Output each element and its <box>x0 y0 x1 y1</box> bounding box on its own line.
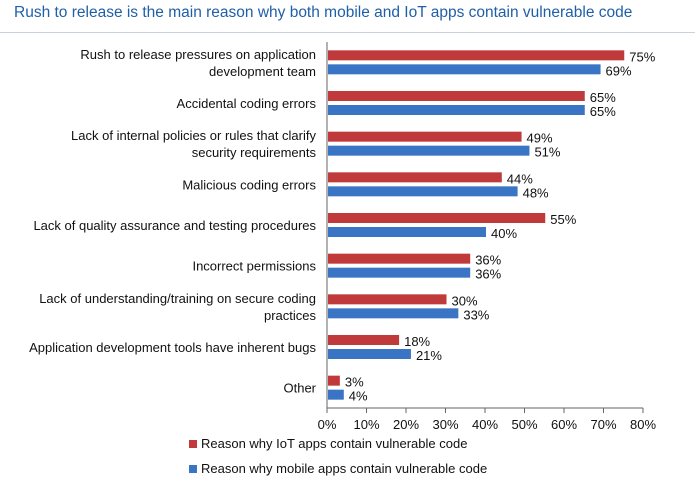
bar-mobile <box>328 349 411 359</box>
data-label: 65% <box>590 90 616 105</box>
x-tick-label: 30% <box>432 417 458 432</box>
data-label: 3% <box>345 375 364 390</box>
category-label: Accidental coding errors <box>177 96 317 111</box>
bar-iot <box>328 172 502 183</box>
category-label: Malicious coding errors <box>182 177 316 192</box>
data-label: 65% <box>590 104 616 119</box>
data-label: 36% <box>475 267 501 282</box>
category-label: Lack of internal policies or rules that … <box>71 128 316 143</box>
category-label: practices <box>264 308 317 323</box>
bar-mobile <box>328 308 459 319</box>
data-label: 75% <box>629 49 655 64</box>
data-label: 44% <box>507 171 533 186</box>
bar-iot <box>328 375 340 386</box>
data-label: 69% <box>606 63 632 78</box>
bar-iot <box>328 131 522 142</box>
category-label: development team <box>209 64 316 79</box>
x-tick-label: 0% <box>318 417 337 432</box>
x-tick-label: 60% <box>551 417 577 432</box>
data-label: 55% <box>550 212 576 227</box>
bar-mobile <box>328 64 601 75</box>
bar-mobile <box>328 227 486 237</box>
data-label: 51% <box>534 145 560 160</box>
bar-mobile <box>328 145 530 156</box>
legend-swatch-mobile <box>189 465 197 473</box>
bar-iot <box>328 91 585 101</box>
x-tick-label: 70% <box>590 417 616 432</box>
bar-iot <box>328 253 471 264</box>
category-label: security requirements <box>192 145 317 160</box>
data-label: 18% <box>404 334 430 349</box>
data-label: 30% <box>452 293 478 308</box>
bar-mobile <box>328 186 518 197</box>
category-label: Lack of quality assurance and testing pr… <box>33 218 316 233</box>
title-divider <box>0 32 695 33</box>
data-label: 21% <box>416 348 442 363</box>
legend-label: Reason why IoT apps contain vulnerable c… <box>201 436 467 451</box>
bar-iot <box>328 294 447 305</box>
category-label: Lack of understanding/training on secure… <box>39 291 316 306</box>
data-label: 36% <box>475 253 501 268</box>
data-label: 33% <box>463 307 489 322</box>
bar-mobile <box>328 389 344 400</box>
category-label: Application development tools have inher… <box>29 340 316 355</box>
category-label: Incorrect permissions <box>192 259 316 274</box>
bar-iot <box>328 335 400 345</box>
category-label: Other <box>283 381 316 396</box>
legend-label: Reason why mobile apps contain vulnerabl… <box>201 461 487 476</box>
data-label: 4% <box>349 389 368 404</box>
x-tick-label: 50% <box>511 417 537 432</box>
x-tick-label: 10% <box>353 417 379 432</box>
data-label: 40% <box>491 226 517 241</box>
data-label: 49% <box>527 131 553 146</box>
x-tick-label: 20% <box>393 417 419 432</box>
category-label: Rush to release pressures on application <box>80 47 316 62</box>
bar-iot <box>328 50 625 61</box>
chart-title: Rush to release is the main reason why b… <box>14 4 633 21</box>
x-tick-label: 40% <box>472 417 498 432</box>
bar-iot <box>328 213 546 223</box>
data-label: 48% <box>523 185 549 200</box>
x-tick-label: 80% <box>630 417 656 432</box>
legend-swatch-iot <box>189 440 197 448</box>
bar-mobile <box>328 267 471 278</box>
bar-mobile <box>328 105 585 115</box>
